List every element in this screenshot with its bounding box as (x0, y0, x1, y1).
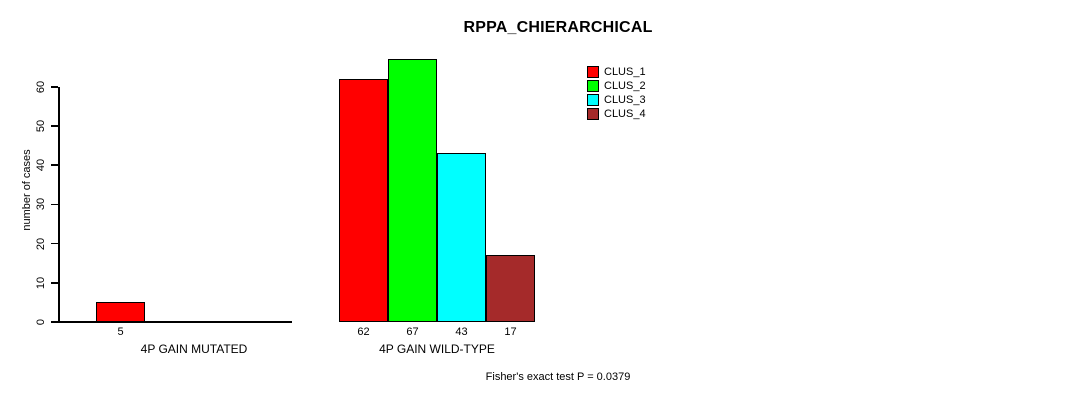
fisher-test-annotation: Fisher's exact test P = 0.0379 (485, 371, 631, 383)
bar-value-label: 43 (455, 326, 468, 338)
y-axis-tick (51, 282, 58, 284)
y-tick-label: 0 (35, 318, 47, 326)
y-axis-tick (51, 203, 58, 206)
y-axis-tick (51, 164, 58, 166)
category-label: 4P GAIN MUTATED (140, 342, 248, 356)
y-tick-label: 50 (35, 119, 47, 133)
legend-label: CLUS_2 (604, 80, 646, 92)
bar-clus_1-1 (96, 302, 145, 322)
legend-swatch-icon (587, 80, 599, 92)
legend-label: CLUS_3 (604, 94, 646, 106)
bar-clus_3-2 (437, 153, 486, 322)
bar-clus_2-2 (388, 59, 437, 322)
chart-title: RPPA_CHIERARCHICAL (463, 19, 653, 36)
y-tick-label: 40 (35, 159, 47, 172)
legend-swatch-icon (587, 66, 599, 78)
category-label: 4P GAIN WILD-TYPE (379, 342, 495, 356)
y-axis-tick (51, 242, 58, 245)
legend: CLUS_1 CLUS_2 CLUS_3 CLUS_4 (587, 65, 646, 121)
x-axis-line (58, 321, 292, 323)
legend-item-clus_4: CLUS_4 (587, 107, 646, 121)
y-tick-label: 10 (35, 276, 47, 289)
legend-label: CLUS_1 (604, 66, 646, 78)
legend-label: CLUS_4 (604, 108, 646, 120)
legend-item-clus_3: CLUS_3 (587, 93, 646, 107)
bar-value-label: 67 (406, 326, 419, 338)
y-axis-line (58, 86, 60, 324)
bar-value-label: 17 (504, 326, 517, 338)
bar-value-label: 5 (117, 326, 124, 338)
y-tick-label: 60 (35, 80, 47, 93)
legend-item-clus_2: CLUS_2 (587, 79, 646, 93)
bar-value-label: 62 (357, 326, 370, 338)
bar-clus_1-2 (339, 78, 388, 322)
legend-swatch-icon (587, 94, 599, 106)
legend-swatch-icon (587, 108, 599, 120)
y-axis-tick (51, 86, 58, 88)
y-tick-label: 20 (35, 237, 47, 250)
y-axis-tick (51, 125, 58, 127)
legend-item-clus_1: CLUS_1 (587, 65, 646, 79)
y-axis-tick (51, 321, 58, 323)
bar-clus_4-2 (486, 255, 535, 322)
y-tick-label: 30 (35, 198, 47, 211)
